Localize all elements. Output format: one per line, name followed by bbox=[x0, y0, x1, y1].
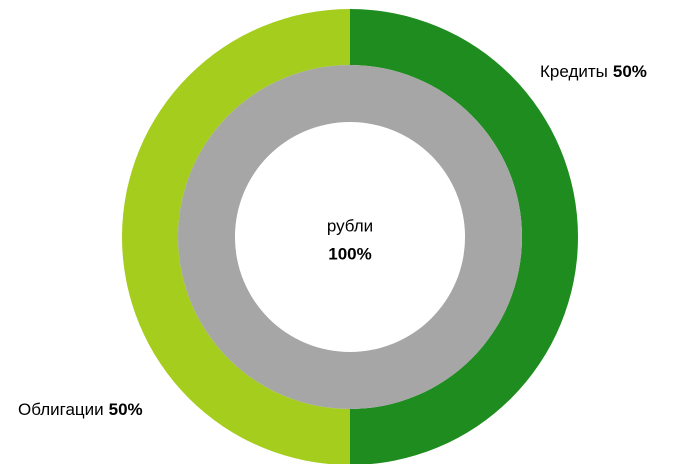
segment-label: Кредиты bbox=[540, 62, 608, 81]
segment-label: рубли bbox=[327, 216, 373, 235]
segment-label-group: Кредиты 50% bbox=[540, 62, 647, 81]
segment-label: Облигации bbox=[18, 400, 104, 419]
donut-segment bbox=[122, 9, 350, 464]
segment-value-label: 50% bbox=[109, 400, 143, 419]
segment-value-label: 100% bbox=[328, 244, 371, 263]
segment-value-label: 50% bbox=[613, 62, 647, 81]
segment-label-group: Облигации 50% bbox=[18, 400, 143, 419]
donut-segment bbox=[350, 9, 578, 464]
donut-segment bbox=[178, 65, 522, 409]
